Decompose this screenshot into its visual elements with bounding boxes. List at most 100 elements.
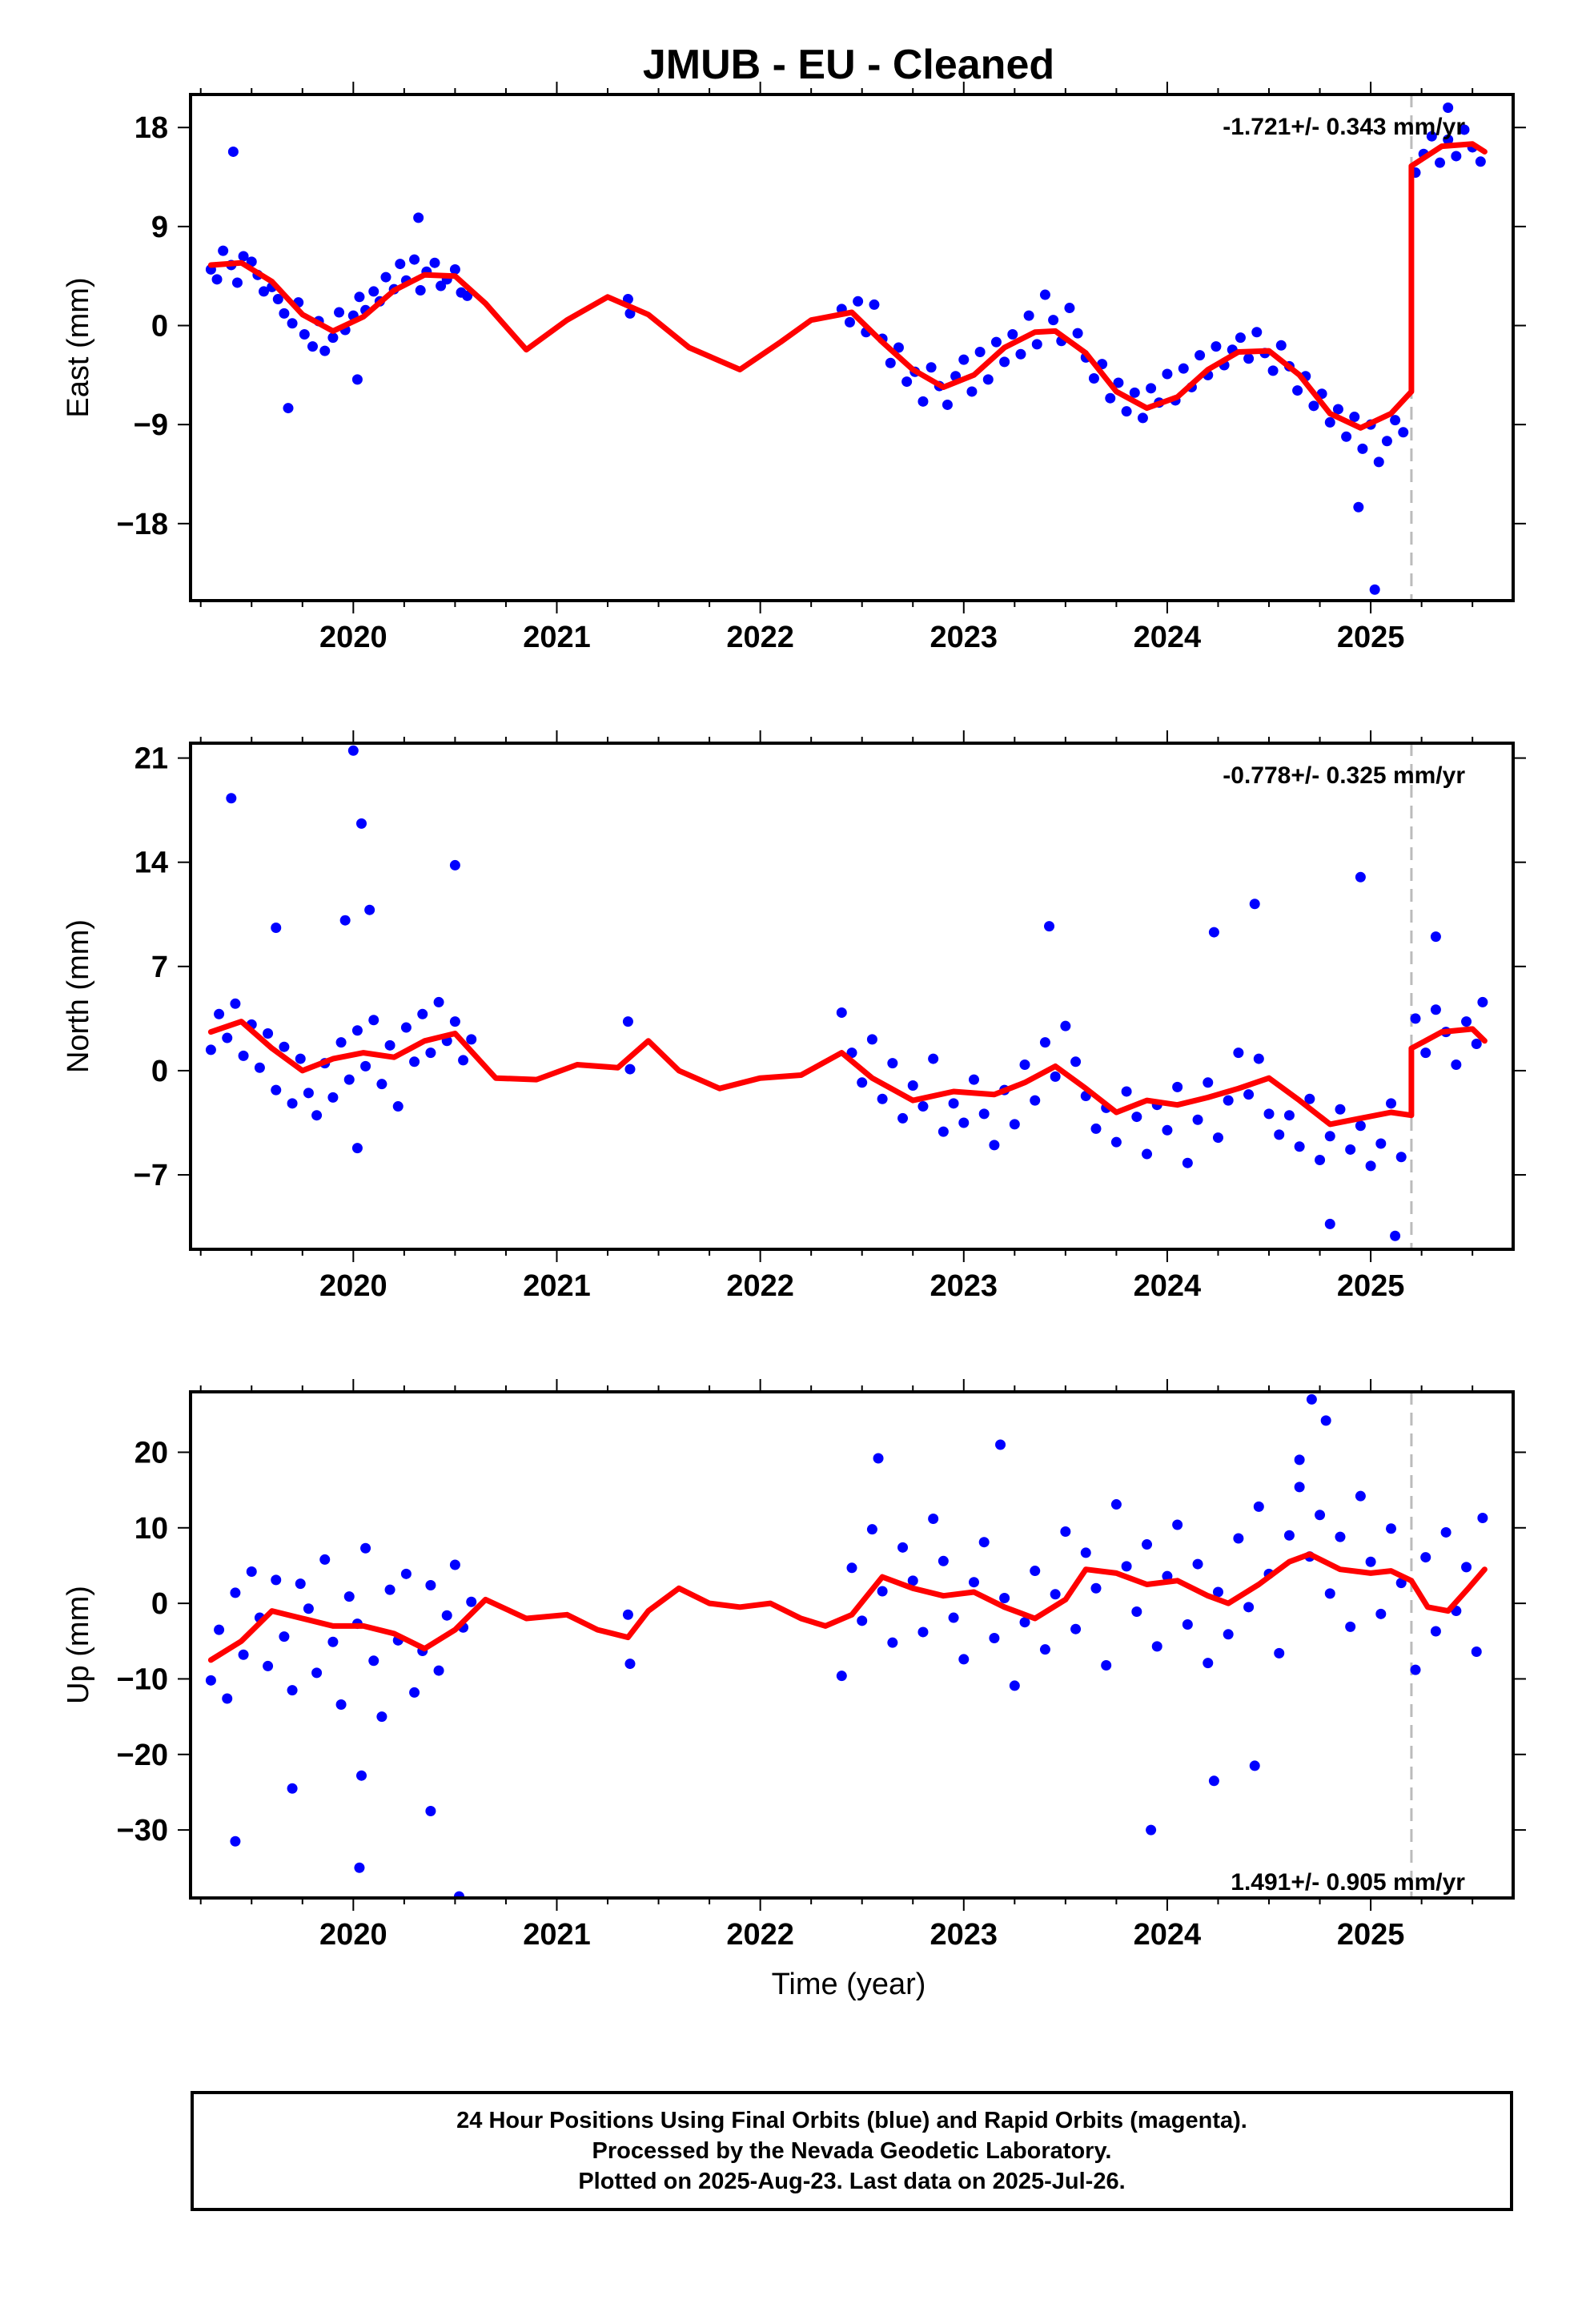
east-data-point	[1031, 339, 1042, 350]
east-data-point	[1369, 584, 1380, 595]
north-data-point	[1263, 1108, 1275, 1120]
east-data-point	[1324, 416, 1335, 428]
up-data-point	[303, 1603, 314, 1614]
north-data-point	[624, 1063, 636, 1075]
east-data-point	[1443, 134, 1454, 145]
up-data-point	[354, 1862, 365, 1873]
east-data-point	[1072, 328, 1083, 339]
east-data-point	[299, 329, 310, 340]
east-data-point	[409, 254, 420, 265]
up-data-point	[1223, 1629, 1234, 1640]
east-data-point	[354, 292, 365, 303]
up-data-point	[1151, 1641, 1162, 1652]
east-data-point	[1390, 415, 1401, 426]
east-data-point	[999, 356, 1010, 368]
east-data-point	[1426, 131, 1437, 142]
east-data-point	[380, 271, 391, 283]
north-data-point	[1223, 1095, 1234, 1106]
north-data-point	[978, 1108, 990, 1120]
up-data-point	[343, 1591, 355, 1602]
east-data-point	[853, 296, 864, 307]
up-data-point	[230, 1835, 241, 1847]
north-data-point	[360, 1060, 371, 1072]
east-data-point	[218, 245, 229, 256]
north-data-point	[989, 1140, 1000, 1151]
north-y-tick-label: 0	[151, 1055, 168, 1088]
up-y-tick-label: −10	[117, 1663, 168, 1696]
east-data-point	[1113, 377, 1124, 388]
up-data-point	[928, 1513, 939, 1524]
up-data-point	[263, 1660, 274, 1671]
north-data-point	[938, 1126, 949, 1137]
up-data-point	[989, 1633, 1000, 1644]
up-data-point	[887, 1637, 898, 1648]
east-data-point	[1353, 501, 1364, 513]
north-data-point	[1182, 1157, 1193, 1168]
up-data-point	[1315, 1510, 1326, 1521]
up-data-point	[836, 1671, 847, 1682]
up-data-point	[1192, 1558, 1203, 1570]
north-data-point	[466, 1034, 477, 1045]
up-data-point	[1345, 1621, 1356, 1632]
east-data-point	[1243, 353, 1255, 364]
east-data-point	[869, 299, 880, 310]
north-y-tick-label: 14	[135, 846, 168, 880]
north-data-point	[866, 1034, 877, 1045]
east-data-point	[449, 263, 460, 275]
east-data-point	[413, 212, 424, 223]
east-data-point	[1373, 456, 1384, 468]
east-y-tick-label: −9	[134, 408, 168, 442]
north-data-point	[1283, 1110, 1295, 1121]
north-y-tick-label: 21	[135, 742, 168, 776]
up-data-point	[327, 1636, 339, 1647]
north-data-point	[1395, 1152, 1407, 1163]
east-data-point	[1121, 406, 1132, 417]
north-data-point	[1060, 1020, 1071, 1031]
up-data-point	[1182, 1619, 1193, 1630]
east-data-point	[1007, 329, 1018, 340]
north-data-point	[271, 1084, 282, 1096]
east-data-point	[1137, 412, 1148, 424]
north-data-point	[897, 1112, 909, 1124]
east-data-point	[272, 294, 283, 305]
up-data-point	[958, 1654, 970, 1665]
up-data-point	[948, 1612, 959, 1623]
up-data-point	[999, 1593, 1010, 1604]
up-data-point	[368, 1655, 379, 1667]
east-model-curve	[207, 141, 1488, 431]
up-x-tick-label: 2022	[726, 1918, 794, 1952]
north-data-point	[1324, 1218, 1335, 1229]
up-data-point	[335, 1699, 347, 1711]
north-rate-label: -0.778+/- 0.325 mm/yr	[1223, 762, 1465, 789]
up-data-point	[1249, 1760, 1260, 1771]
north-data-point	[1172, 1081, 1183, 1092]
north-data-point	[1335, 1104, 1346, 1115]
north-data-point	[458, 1055, 469, 1066]
north-data-point	[1390, 1230, 1401, 1241]
east-data-point	[327, 332, 339, 344]
up-data-point	[1142, 1539, 1153, 1550]
north-data-point	[1386, 1098, 1397, 1109]
north-data-point	[1477, 996, 1488, 1007]
up-data-point	[238, 1649, 249, 1660]
east-data-point	[1195, 350, 1206, 361]
north-data-point	[368, 1015, 379, 1026]
north-data-point	[425, 1047, 436, 1059]
up-x-tick-label: 2020	[319, 1918, 387, 1952]
east-data-point	[1235, 332, 1246, 344]
north-data-point	[1162, 1124, 1173, 1136]
north-data-point	[958, 1117, 970, 1128]
up-data-point	[1306, 1393, 1317, 1405]
north-data-point	[1274, 1129, 1285, 1140]
north-data-point	[449, 859, 460, 870]
north-data-point	[1243, 1089, 1255, 1100]
east-data-point	[1398, 427, 1409, 438]
up-data-point	[1110, 1499, 1122, 1510]
north-data-point	[1090, 1123, 1102, 1134]
north-data-point	[279, 1041, 290, 1052]
east-x-tick-label: 2021	[523, 621, 591, 654]
east-data-point	[319, 345, 331, 356]
up-data-point	[230, 1587, 241, 1598]
up-data-point	[1430, 1626, 1441, 1637]
east-data-point	[844, 316, 855, 328]
